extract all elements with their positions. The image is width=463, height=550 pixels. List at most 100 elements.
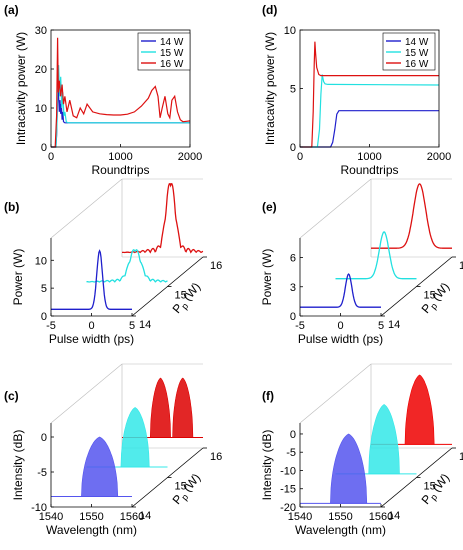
top-depth-edge-f	[299, 363, 372, 424]
y-axis-label-c: Intensity (dB)	[11, 430, 25, 501]
x-tick-label-f: 1560	[369, 511, 393, 523]
series-f-16W-lobe	[404, 374, 435, 445]
y-tick-label-a: 10	[35, 103, 47, 115]
y-tick-label-a: 0	[41, 142, 47, 154]
depth-tick-label-c: 16	[210, 451, 222, 463]
series-line-d-14W	[300, 110, 439, 148]
series-line-a-16W	[51, 37, 191, 148]
y-tick-label-f: -20	[280, 502, 296, 514]
depth-tick-label-f: 14	[388, 510, 400, 522]
legend-entry-d: 14 W	[405, 37, 429, 48]
y-tick-label-e: 0	[290, 311, 296, 323]
y-axis-label-f: Intensity (dB)	[260, 430, 274, 501]
series-c-16W-lobe	[172, 377, 194, 438]
y-tick-label-f: 0	[290, 429, 296, 441]
y-tick-label-b: 0	[41, 311, 47, 323]
y-tick-label-b: 10	[35, 255, 47, 267]
y-axis-label-e: Power (W)	[260, 249, 274, 306]
series-line-d-15W	[300, 74, 440, 148]
legend-entry-a: 16 W	[160, 59, 184, 70]
depth-tick-label-b: 14	[139, 319, 151, 331]
x-tick-label-e: 5	[378, 320, 384, 332]
series-e-14W	[300, 273, 381, 308]
y-tick-label-f: -10	[280, 465, 296, 477]
depth-tick-label-f: 16	[459, 451, 463, 463]
y-tick-label-a: 30	[35, 25, 47, 37]
y-tick-label-e: 6	[290, 253, 296, 265]
x-tick-label-c: 1550	[79, 511, 103, 523]
x-tick-label-e: -5	[295, 320, 305, 332]
x-tick-label-d: 2000	[427, 151, 451, 163]
y-tick-label-c: 0	[41, 432, 47, 444]
x-tick-label-a: 1000	[108, 151, 132, 163]
y-tick-label-f: -5	[286, 447, 296, 459]
x-axis-label-a: Roundtrips	[91, 163, 149, 177]
top-depth-edge-e	[299, 178, 372, 239]
x-tick-label-f: 1540	[288, 511, 312, 523]
depth-tick-label-c: 15	[175, 481, 187, 493]
x-tick-label-f: 1550	[328, 511, 352, 523]
y-tick-label-d: 5	[290, 84, 296, 96]
series-line-a-15W	[51, 65, 190, 148]
x-axis-label-e: Pulse width (ps)	[298, 332, 383, 346]
x-tick-label-b: -5	[46, 320, 56, 332]
series-b-14W	[51, 249, 132, 310]
series-line-d-16W	[300, 41, 439, 148]
top-depth-edge-b	[50, 178, 123, 239]
series-f-14W-lobe	[330, 433, 368, 504]
x-tick-label-d: 0	[297, 151, 303, 163]
top-depth-edge-c	[50, 363, 123, 424]
legend-entry-a: 14 W	[160, 37, 184, 48]
x-tick-label-e: 0	[337, 320, 343, 332]
x-tick-label-c: 1560	[120, 511, 144, 523]
series-e-16W	[371, 183, 452, 249]
x-tick-label-a: 2000	[178, 151, 202, 163]
panel-label-a: (a)	[4, 3, 19, 17]
x-tick-label-d: 1000	[357, 151, 381, 163]
series-b-16W	[122, 182, 204, 254]
y-axis-label-d: Intracavity power (W)	[263, 32, 277, 145]
panel-label-f: (f)	[262, 389, 274, 403]
panel-label-e: (e)	[262, 200, 277, 214]
y-tick-label-b: 5	[41, 283, 47, 295]
x-axis-label-b: Pulse width (ps)	[49, 332, 134, 346]
panel-label-b: (b)	[4, 200, 19, 214]
y-tick-label-d: 10	[284, 25, 296, 37]
series-f-15W-lobe	[368, 404, 400, 475]
depth-tick-label-e: 16	[459, 260, 463, 272]
series-c-16W-lobe	[149, 377, 171, 438]
y-axis-label-b: Power (W)	[11, 249, 25, 306]
x-tick-label-c: 1540	[39, 511, 63, 523]
x-tick-label-a: 0	[48, 151, 54, 163]
y-tick-label-e: 3	[290, 282, 296, 294]
depth-tick-label-b: 16	[210, 260, 222, 272]
depth-tick-label-e: 15	[424, 290, 436, 302]
series-c-14W-lobe	[81, 436, 119, 497]
y-tick-label-c: -10	[31, 502, 47, 514]
legend-entry-a: 15 W	[160, 48, 184, 59]
series-line-a-14W	[51, 80, 190, 148]
x-axis-label-d: Roundtrips	[340, 163, 398, 177]
depth-tick-label-e: 14	[388, 319, 400, 331]
x-axis-label-c: Wavelength (nm)	[46, 523, 137, 537]
x-tick-label-b: 5	[129, 320, 135, 332]
series-c-15W-lobe	[120, 407, 150, 468]
x-tick-label-b: 0	[88, 320, 94, 332]
x-axis-label-f: Wavelength (nm)	[295, 523, 386, 537]
series-e-15W	[335, 231, 417, 280]
series-b-15W	[86, 249, 168, 283]
depth-tick-label-c: 14	[139, 510, 151, 522]
y-axis-label-a: Intracavity power (W)	[14, 32, 28, 145]
y-tick-label-f: -15	[280, 484, 296, 496]
legend-entry-d: 15 W	[405, 48, 429, 59]
legend-entry-d: 16 W	[405, 59, 429, 70]
panel-label-d: (d)	[262, 3, 277, 17]
panel-label-c: (c)	[4, 389, 19, 403]
depth-tick-label-f: 15	[424, 481, 436, 493]
y-tick-label-d: 0	[290, 142, 296, 154]
y-tick-label-a: 20	[35, 64, 47, 76]
depth-tick-label-b: 15	[175, 290, 187, 302]
y-tick-label-c: -5	[37, 467, 47, 479]
